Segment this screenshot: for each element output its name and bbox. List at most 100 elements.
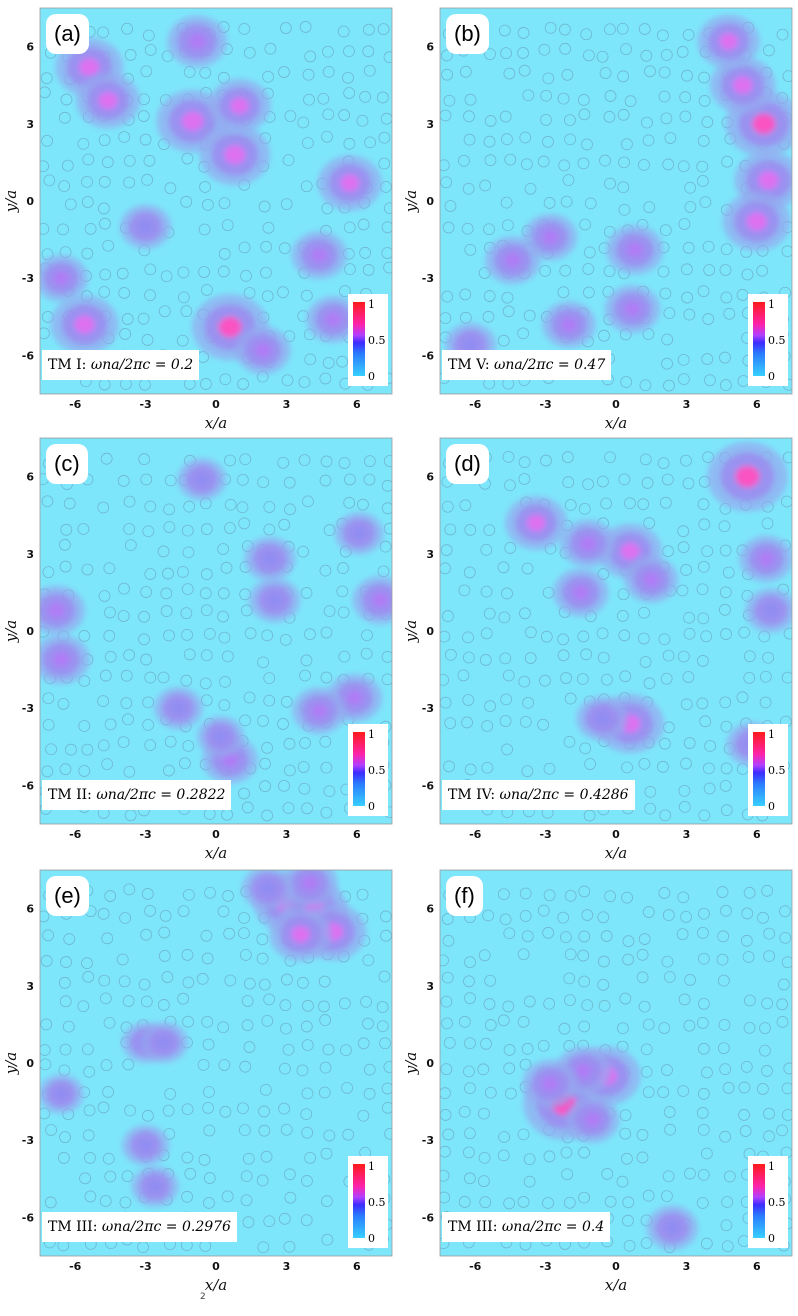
hotspot — [576, 696, 628, 741]
y-tick-label: -3 — [422, 272, 434, 285]
mode-name: TM III: — [48, 1219, 102, 1235]
x-tick-label: 0 — [212, 1260, 220, 1273]
y-tick-label: -3 — [22, 1134, 34, 1147]
colorbar-gradient — [353, 1164, 365, 1238]
mode-name: TM II: — [48, 787, 97, 803]
y-tick-label: -6 — [22, 1211, 35, 1224]
heatmap-c: -6 -3 0 3 6 6 3 0 -3 -6 x/a y/a — [2, 437, 393, 862]
x-tick-label: 0 — [612, 828, 620, 841]
y-tick-label: 0 — [26, 625, 34, 638]
panel-d: -6 -3 0 3 6 6 3 0 -3 -6 x/a y/a (d) TM IV: ωna/2πc = … — [400, 437, 793, 866]
x-tick-label: -6 — [69, 1260, 82, 1273]
x-tick-label: -3 — [539, 828, 551, 841]
mode-label: TM II: ωna/2πc = 0.2822 — [42, 780, 232, 810]
y-tick-label: 3 — [426, 980, 434, 993]
colorbar-tick: 0 — [768, 370, 775, 383]
colorbar: 1 0.5 0 — [748, 294, 788, 386]
hotspot — [565, 1096, 620, 1143]
heatmap-b: -6 -3 0 3 6 6 3 0 -3 -6 x/a y/a — [402, 7, 793, 432]
hotspot — [739, 535, 792, 583]
y-tick-label: 6 — [426, 471, 434, 484]
hotspot — [722, 192, 791, 251]
x-tick-label: 3 — [283, 398, 291, 411]
mode-label: TM I: ωna/2πc = 0.2 — [42, 350, 200, 380]
hotspot — [40, 585, 85, 636]
mode-frequency: ωna/2πc = 0.47 — [494, 357, 606, 373]
colorbar: 1 0.5 0 — [748, 724, 788, 816]
colorbar-tick: 1 — [768, 298, 775, 311]
hotspot — [485, 236, 541, 285]
colorbar-tick: 0.5 — [368, 1196, 386, 1209]
y-tick-label: 3 — [26, 980, 34, 993]
mode-name: TM III: — [448, 1219, 502, 1235]
mode-name: TM I: — [48, 357, 91, 373]
x-tick-label: 3 — [283, 828, 291, 841]
hotspot — [167, 15, 227, 68]
colorbar-gradient — [753, 302, 765, 376]
colorbar-tick: 1 — [368, 1160, 375, 1173]
colorbar-tick: 0 — [368, 1232, 375, 1245]
mode-frequency: ωna/2πc = 0.2 — [90, 357, 194, 373]
colorbar-tick: 1 — [768, 1160, 775, 1173]
heatmap-e: -6 -3 0 3 6 6 3 0 -3 -6 x/a y/a — [2, 869, 393, 1294]
mode-frequency: ωna/2πc = 0.4286 — [499, 787, 629, 803]
colorbar-tick: 0.5 — [768, 334, 786, 347]
panel-f: -6 -3 0 3 6 6 3 0 -3 -6 x/a y/a (f) TM III: ωna/2πc =… — [400, 869, 793, 1298]
y-tick-label: -6 — [422, 779, 435, 792]
x-tick-label: -6 — [469, 398, 482, 411]
panel-c: -6 -3 0 3 6 6 3 0 -3 -6 x/a y/a (c) TM II: ωna/2πc = … — [0, 437, 393, 866]
hotspot — [606, 225, 664, 275]
plot-frame — [39, 437, 393, 825]
hotspot — [244, 536, 296, 582]
x-tick-label: 6 — [753, 828, 761, 841]
colorbar-tick: 0.5 — [768, 1196, 786, 1209]
x-tick-label: 3 — [683, 828, 691, 841]
colorbar-tick: 1 — [768, 728, 775, 741]
y-tick-label: -3 — [422, 702, 434, 715]
hotspot — [646, 1205, 698, 1250]
y-tick-label: 3 — [26, 548, 34, 561]
hotspot — [249, 578, 301, 623]
x-tick-label: 6 — [353, 828, 361, 841]
hotspot — [542, 301, 596, 348]
panel-tag: (c) — [46, 444, 88, 484]
hotspot — [177, 458, 227, 501]
panel-tag: (b) — [446, 14, 489, 54]
mode-label: TM III: ωna/2πc = 0.4 — [442, 1212, 611, 1242]
y-tick-label: -6 — [22, 349, 35, 362]
colorbar-tick: 1 — [368, 298, 375, 311]
hotspot — [697, 14, 760, 69]
hotspot — [523, 213, 578, 261]
x-tick-label: 0 — [612, 1260, 620, 1273]
y-tick-label: 6 — [26, 41, 34, 54]
plot-frame — [439, 437, 793, 825]
hotspot — [710, 56, 776, 114]
hotspot — [40, 255, 88, 302]
hotspot — [235, 326, 291, 375]
panel-tag: (e) — [46, 876, 89, 916]
colorbar-tick: 0.5 — [368, 764, 386, 777]
x-tick-label: 6 — [753, 1260, 761, 1273]
plot-frame — [39, 7, 393, 395]
y-axis-label: y/a — [2, 620, 20, 643]
hotspot — [334, 512, 384, 555]
y-tick-label: -3 — [22, 272, 34, 285]
x-axis-label: x/a — [205, 844, 227, 862]
panel-a: -6 -3 0 3 6 6 3 0 -3 -6 x/a y/a (a) TM I: ωna/2πc = 0… — [0, 7, 393, 436]
colorbar-gradient — [353, 302, 365, 376]
y-axis-label: y/a — [402, 190, 420, 213]
mode-frequency: ωna/2πc = 0.2976 — [101, 1219, 231, 1235]
hotspot — [505, 496, 568, 550]
y-tick-label: -3 — [422, 1134, 434, 1147]
y-tick-label: 0 — [426, 195, 434, 208]
hotspot — [131, 1166, 179, 1207]
mode-label: TM V: ωna/2πc = 0.47 — [442, 350, 612, 380]
colorbar-tick: 0 — [368, 800, 375, 813]
panel-e: -6 -3 0 3 6 6 3 0 -3 -6 x/a y/a (e) TM III: ωna/2πc =… — [0, 869, 393, 1298]
panel-tag: (d) — [446, 444, 489, 484]
x-tick-label: 6 — [753, 398, 761, 411]
x-tick-label: 6 — [353, 398, 361, 411]
y-axis-label: y/a — [2, 1052, 20, 1075]
hotspot — [560, 519, 616, 568]
colorbar: 1 0.5 0 — [348, 724, 388, 816]
